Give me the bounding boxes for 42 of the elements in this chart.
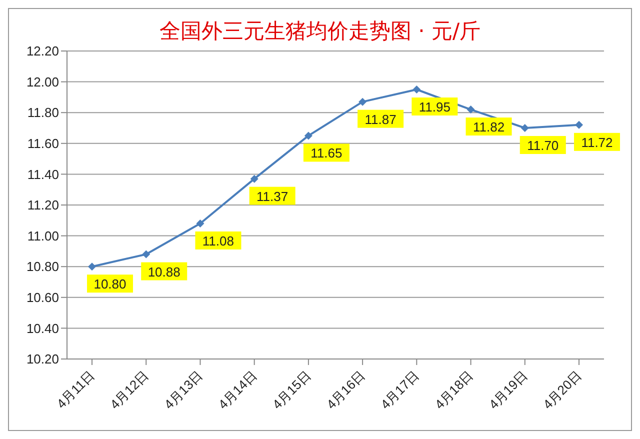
data-label: 11.08 [202, 233, 234, 248]
data-label: 11.70 [527, 138, 559, 153]
x-tick-label: 4月13日 [161, 368, 206, 412]
data-label: 10.88 [148, 264, 180, 280]
y-tick-label: 12.20 [26, 44, 59, 59]
data-label: 10.80 [94, 276, 126, 292]
y-tick-label: 12.00 [26, 74, 59, 90]
x-tick-label: 4月17日 [378, 368, 422, 412]
point [358, 98, 367, 106]
chart-title: 全国外三元生猪均价走势图 · 元/斤 [158, 18, 482, 45]
data-label: 11.95 [418, 100, 450, 114]
data-label: 11.87 [364, 112, 396, 127]
x-tick-label: 4月12日 [107, 368, 152, 412]
y-tick-label: 10.20 [26, 352, 59, 367]
x-tick-label: 4月11日 [54, 368, 98, 412]
y-tick-label: 11.80 [27, 105, 59, 120]
point [88, 262, 96, 271]
point [250, 174, 258, 183]
x-tick-label: 4月16日 [324, 368, 368, 412]
y-tick-label: 11.20 [27, 198, 59, 213]
x-tick-label: 4月19日 [486, 368, 530, 412]
y-tick-label: 11.00 [27, 228, 59, 244]
y-tick-label: 10.60 [26, 290, 59, 306]
point [142, 250, 150, 258]
y-tick-label: 11.60 [27, 136, 59, 152]
data-label: 11.72 [581, 134, 613, 150]
point [575, 120, 583, 129]
data-label: 11.37 [256, 188, 288, 204]
x-tick-label: 4月20日 [540, 368, 584, 412]
y-tick-label: 10.40 [26, 320, 59, 336]
point [520, 124, 529, 132]
x-tick-label: 4月15日 [269, 368, 314, 412]
y-tick-label: 11.40 [27, 166, 59, 182]
y-tick-label: 10.80 [26, 259, 59, 274]
point [412, 86, 421, 94]
point [304, 132, 312, 140]
data-label: 11.82 [472, 120, 505, 135]
x-tick-label: 4月14日 [215, 368, 260, 412]
x-tick-label: 4月18日 [432, 368, 476, 412]
data-label: 11.65 [310, 146, 342, 161]
point [466, 106, 475, 114]
point [196, 219, 204, 228]
